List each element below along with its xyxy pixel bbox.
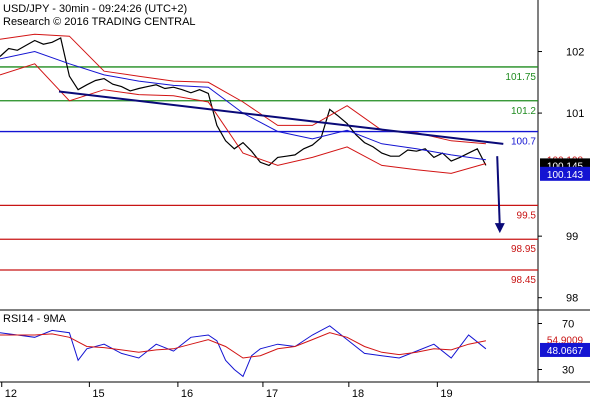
price-series-3	[0, 63, 487, 174]
rsi-tag-blue-text: 48.0667	[547, 346, 584, 357]
time-tick-label-2: 16	[181, 388, 193, 400]
time-tick-label-1: 15	[92, 388, 104, 400]
rsi-label: RSI14 - 9MA	[3, 313, 67, 325]
rsi-series-1	[0, 332, 486, 359]
price-series-0	[0, 37, 487, 167]
level-label-5: 98.45	[511, 275, 536, 286]
price-tick-label-0: 102	[566, 47, 584, 59]
forecast-arrow-shaft	[496, 156, 501, 228]
price-tick-label-3: 98	[566, 293, 578, 305]
time-tick-label-5: 19	[440, 388, 452, 400]
chart-subtitle: Research © 2016 TRADING CENTRAL	[3, 16, 196, 28]
level-label-4: 98.95	[511, 244, 536, 255]
rsi-tick-label-0: 70	[562, 319, 574, 331]
price-tag-blue-text: 100.143	[547, 170, 584, 181]
price-ticks: 102 101 99 98	[538, 47, 584, 305]
price-tick-label-2: 99	[566, 231, 578, 243]
rsi-series-layer	[0, 325, 487, 378]
resistance-trendline	[58, 90, 504, 145]
rsi-ticks: 70 30	[538, 319, 574, 377]
rsi-series-0	[0, 325, 487, 378]
level-label-0: 101.75	[505, 72, 536, 83]
price-tick-label-1: 101	[566, 108, 584, 120]
time-tick-label-4: 18	[352, 388, 364, 400]
support-resistance-levels: 101.75 101.2 100.7 99.5 98.95 98.45	[0, 66, 538, 286]
level-label-1: 101.2	[511, 106, 536, 117]
time-ticks: 12 15 16 17 18 19	[1, 382, 453, 400]
trendline-layer	[58, 90, 505, 234]
time-tick-label-0: 12	[5, 388, 17, 400]
rsi-tag-red-text: 54.9009	[547, 336, 584, 347]
price-tag-blue-box	[540, 166, 590, 181]
rsi-tick-label-1: 30	[562, 365, 574, 377]
time-tick-label-3: 17	[266, 388, 278, 400]
chart-title: USD/JPY - 30min - 09:24:26 (UTC+2)	[3, 3, 187, 15]
level-label-3: 99.5	[517, 210, 537, 221]
forecast-arrow-head	[494, 223, 505, 234]
rsi-tag-blue-box	[540, 342, 590, 357]
level-label-2: 100.7	[511, 137, 536, 148]
